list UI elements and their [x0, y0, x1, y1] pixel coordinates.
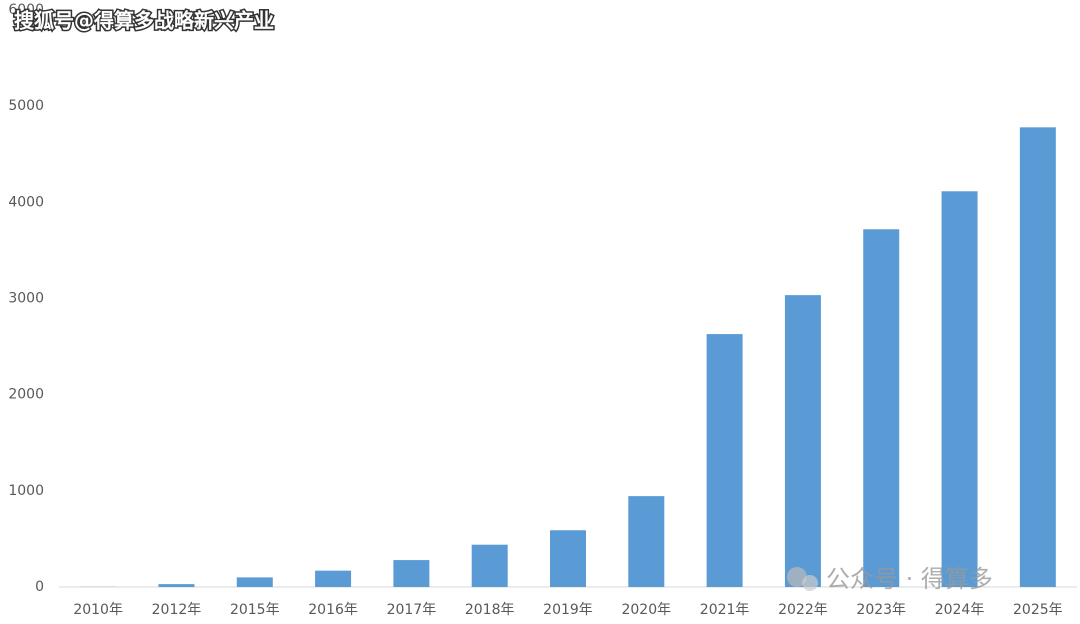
bar	[706, 334, 743, 587]
bar	[550, 530, 586, 587]
y-tick-label: 5000	[8, 98, 44, 114]
bar	[1019, 127, 1056, 587]
bar	[863, 229, 900, 587]
bar	[628, 496, 665, 587]
x-tick-label: 2019年	[543, 602, 593, 618]
x-tick-label: 2022年	[778, 602, 828, 618]
x-tick-label: 2023年	[856, 602, 906, 618]
x-tick-label: 2016年	[308, 602, 358, 618]
bar	[784, 295, 821, 587]
x-tick-label: 2021年	[700, 602, 750, 618]
y-tick-label: 6000	[8, 2, 44, 18]
x-tick-label: 2018年	[465, 602, 515, 618]
x-tick-label: 2010年	[73, 602, 123, 618]
watermark: 搜狐号@得算多战略新兴产业	[14, 9, 274, 33]
bar	[941, 191, 978, 587]
watermark: 公众号 · 得算多	[826, 565, 993, 593]
y-tick-label: 1000	[8, 483, 44, 499]
x-tick-label: 2024年	[935, 602, 985, 618]
bar	[393, 560, 430, 587]
x-tick-label: 2012年	[152, 602, 202, 618]
x-tick-label: 2020年	[621, 602, 671, 618]
watermark-icon	[787, 567, 807, 587]
y-tick-label: 2000	[8, 387, 44, 403]
bar	[236, 577, 273, 587]
plot: 0 1000 2000 3000 4000 5000 6000 2010年 2012年 2015年…	[8, 2, 1062, 618]
bar	[158, 584, 195, 587]
watermark-icon	[802, 575, 818, 591]
y-tick-label: 4000	[8, 194, 44, 210]
y-tick-label: 0	[35, 579, 44, 595]
x-tick-label: 2015年	[230, 602, 280, 618]
bar	[315, 570, 352, 587]
x-tick-label: 2017年	[387, 602, 437, 618]
x-tick-label: 2025年	[1013, 602, 1063, 618]
bar	[471, 544, 508, 587]
y-tick-label: 3000	[8, 291, 44, 307]
